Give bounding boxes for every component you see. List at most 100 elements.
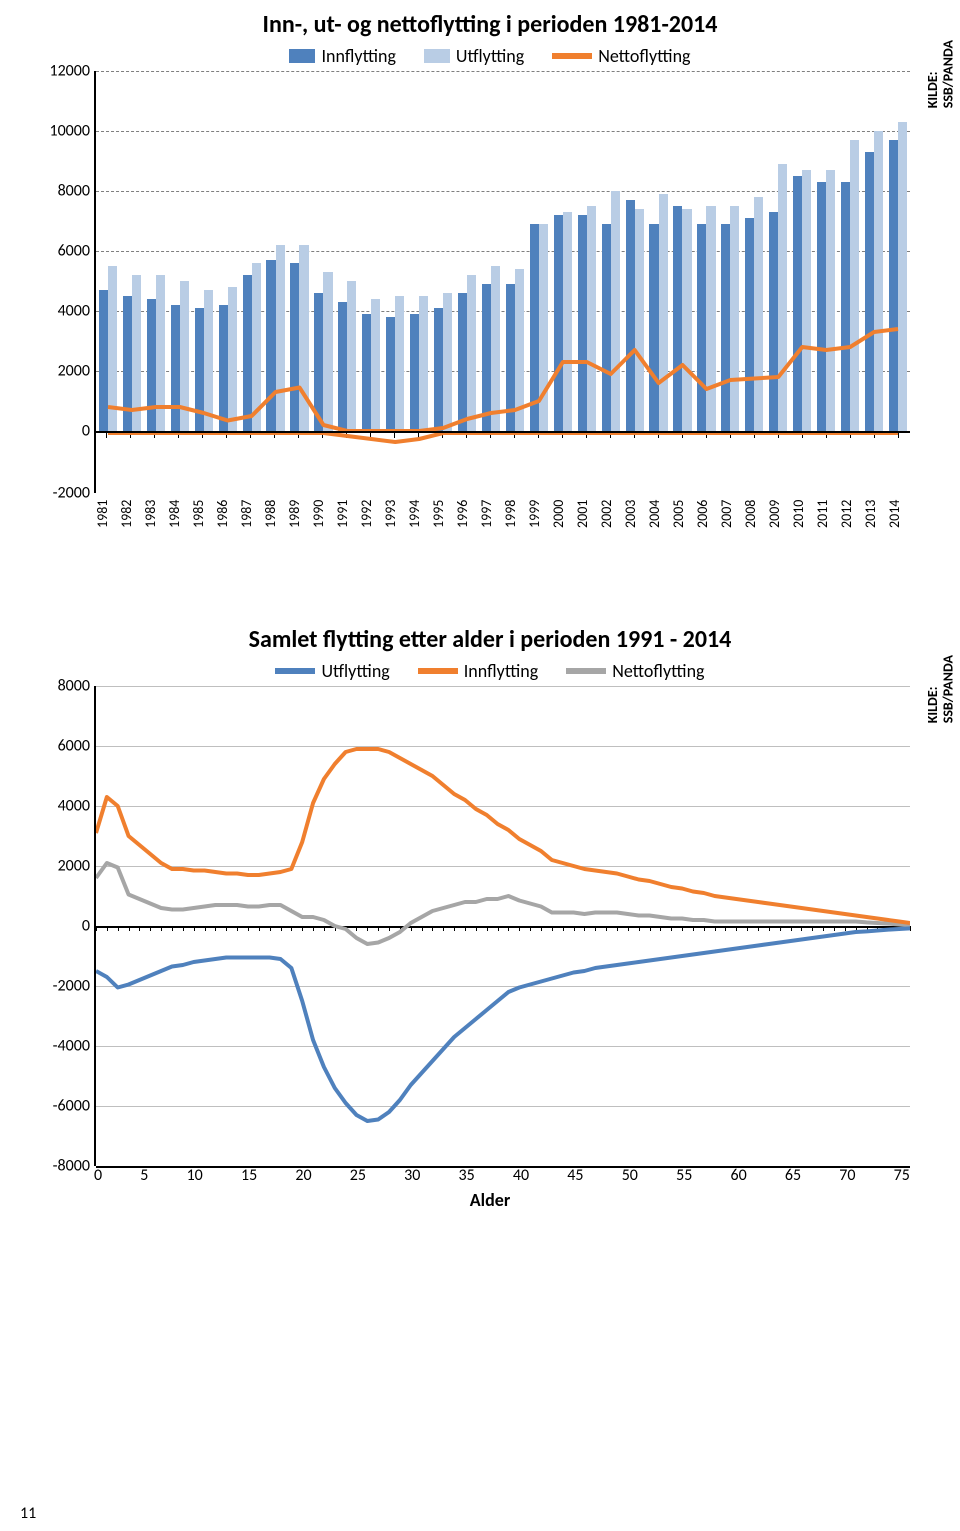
year-label: 1997 [478, 493, 502, 535]
year-label: 1983 [142, 493, 166, 535]
chart1-negative-area: -2000 [94, 433, 910, 493]
year-label: 2008 [742, 493, 766, 535]
legend-item: Nettoflytting [552, 45, 690, 67]
x-tick-label: 70 [839, 1166, 855, 1185]
legend-label: Nettoflytting [612, 660, 704, 682]
year-label: 2004 [646, 493, 670, 535]
legend-label: Innflytting [464, 660, 538, 682]
year-label: 1994 [406, 493, 430, 535]
x-tick-label: 30 [404, 1166, 420, 1185]
chart2: Samlet flytting etter alder i perioden 1… [0, 615, 960, 1221]
legend-swatch [275, 668, 315, 674]
x-tick-label: 15 [241, 1166, 257, 1185]
chart1-plot: 020004000600080001000012000 [94, 71, 910, 433]
legend-item: Innflytting [289, 45, 395, 67]
legend-swatch [566, 668, 606, 674]
year-label: 2009 [766, 493, 790, 535]
year-label: 2010 [790, 493, 814, 535]
chart1-title: Inn-, ut- og nettoflytting i perioden 19… [40, 10, 940, 39]
year-label: 1990 [310, 493, 334, 535]
year-label: 1981 [94, 493, 118, 535]
legend-label: Innflytting [321, 45, 395, 67]
x-tick-label: 45 [567, 1166, 583, 1185]
y-tick-label: 10000 [49, 122, 96, 141]
y-tick-label: 12000 [49, 62, 96, 81]
legend-item: Nettoflytting [566, 660, 704, 682]
x-tick-label: 25 [350, 1166, 366, 1185]
year-label: 2006 [694, 493, 718, 535]
year-label: 2003 [622, 493, 646, 535]
year-label: 1985 [190, 493, 214, 535]
y-tick-label: 0 [82, 917, 96, 936]
page: Inn-, ut- og nettoflytting i perioden 19… [0, 0, 960, 1531]
legend-swatch [424, 49, 450, 63]
legend-item: Utflytting [424, 45, 524, 67]
y-tick-label: 6000 [58, 242, 96, 261]
x-tick-label: 60 [730, 1166, 746, 1185]
year-label: 2007 [718, 493, 742, 535]
year-label: 1996 [454, 493, 478, 535]
year-label: 1998 [502, 493, 526, 535]
legend-swatch [552, 53, 592, 59]
year-label: 1992 [358, 493, 382, 535]
year-label: 1986 [214, 493, 238, 535]
y-tick-label: 4000 [58, 797, 96, 816]
year-label: 2000 [550, 493, 574, 535]
page-number: 11 [20, 1504, 36, 1523]
year-label: 2014 [886, 493, 910, 535]
legend-swatch [418, 668, 458, 674]
year-label: 1991 [334, 493, 358, 535]
x-tick-label: 5 [140, 1166, 148, 1185]
y-tick-label: 8000 [58, 677, 96, 696]
source-label-1: KILDE: SSB/PANDA [925, 40, 956, 108]
chart2-xlabels: 0 5 10 15 20 25 30 35 40 45 50 55 60 65 70 75 [94, 1166, 910, 1185]
y-tick-label: -8000 [53, 1157, 96, 1176]
x-tick-label: 20 [295, 1166, 311, 1185]
year-label: 1999 [526, 493, 550, 535]
chart1: Inn-, ut- og nettoflytting i perioden 19… [0, 0, 960, 545]
year-label: 2005 [670, 493, 694, 535]
year-label: 1987 [238, 493, 262, 535]
legend-label: Utflytting [321, 660, 389, 682]
x-tick-label: 50 [622, 1166, 638, 1185]
x-tick-label: 75 [894, 1166, 910, 1185]
x-tick-label: 0 [94, 1166, 102, 1185]
chart2-xaxis-title: Alder [40, 1189, 940, 1211]
y-tick-label: -4000 [53, 1037, 96, 1056]
source-label-2: KILDE: SSB/PANDA [925, 655, 956, 723]
year-label: 2013 [862, 493, 886, 535]
year-label: 1989 [286, 493, 310, 535]
legend-swatch [289, 49, 315, 63]
year-label: 1993 [382, 493, 406, 535]
year-label: 2011 [814, 493, 838, 535]
legend-item: Innflytting [418, 660, 538, 682]
y-tick-label: 8000 [58, 182, 96, 201]
year-label: 2001 [574, 493, 598, 535]
year-label: 1988 [262, 493, 286, 535]
x-tick-label: 65 [785, 1166, 801, 1185]
x-tick-label: 10 [187, 1166, 203, 1185]
chart2-legend: Utflytting Innflytting Nettoflytting [40, 660, 940, 682]
chart1-year-labels: 1981198219831984198519861987198819891990… [94, 493, 910, 535]
chart1-legend: Innflytting Utflytting Nettoflytting [40, 45, 940, 67]
year-label: 2012 [838, 493, 862, 535]
year-label: 1984 [166, 493, 190, 535]
y-tick-label: 2000 [58, 857, 96, 876]
x-tick-label: 35 [459, 1166, 475, 1185]
year-label: 1995 [430, 493, 454, 535]
y-tick-label: -2000 [53, 484, 96, 503]
legend-label: Utflytting [456, 45, 524, 67]
year-label: 1982 [118, 493, 142, 535]
y-tick-label: 6000 [58, 737, 96, 756]
y-tick-label: 2000 [58, 362, 96, 381]
chart2-plot: -8000-6000-4000-200002000400060008000 [94, 686, 910, 1166]
chart2-title: Samlet flytting etter alder i perioden 1… [40, 625, 940, 654]
legend-label: Nettoflytting [598, 45, 690, 67]
x-tick-label: 40 [513, 1166, 529, 1185]
y-tick-label: -2000 [53, 977, 96, 996]
legend-item: Utflytting [275, 660, 389, 682]
y-tick-label: -6000 [53, 1097, 96, 1116]
year-label: 2002 [598, 493, 622, 535]
x-tick-label: 55 [676, 1166, 692, 1185]
y-tick-label: 4000 [58, 302, 96, 321]
